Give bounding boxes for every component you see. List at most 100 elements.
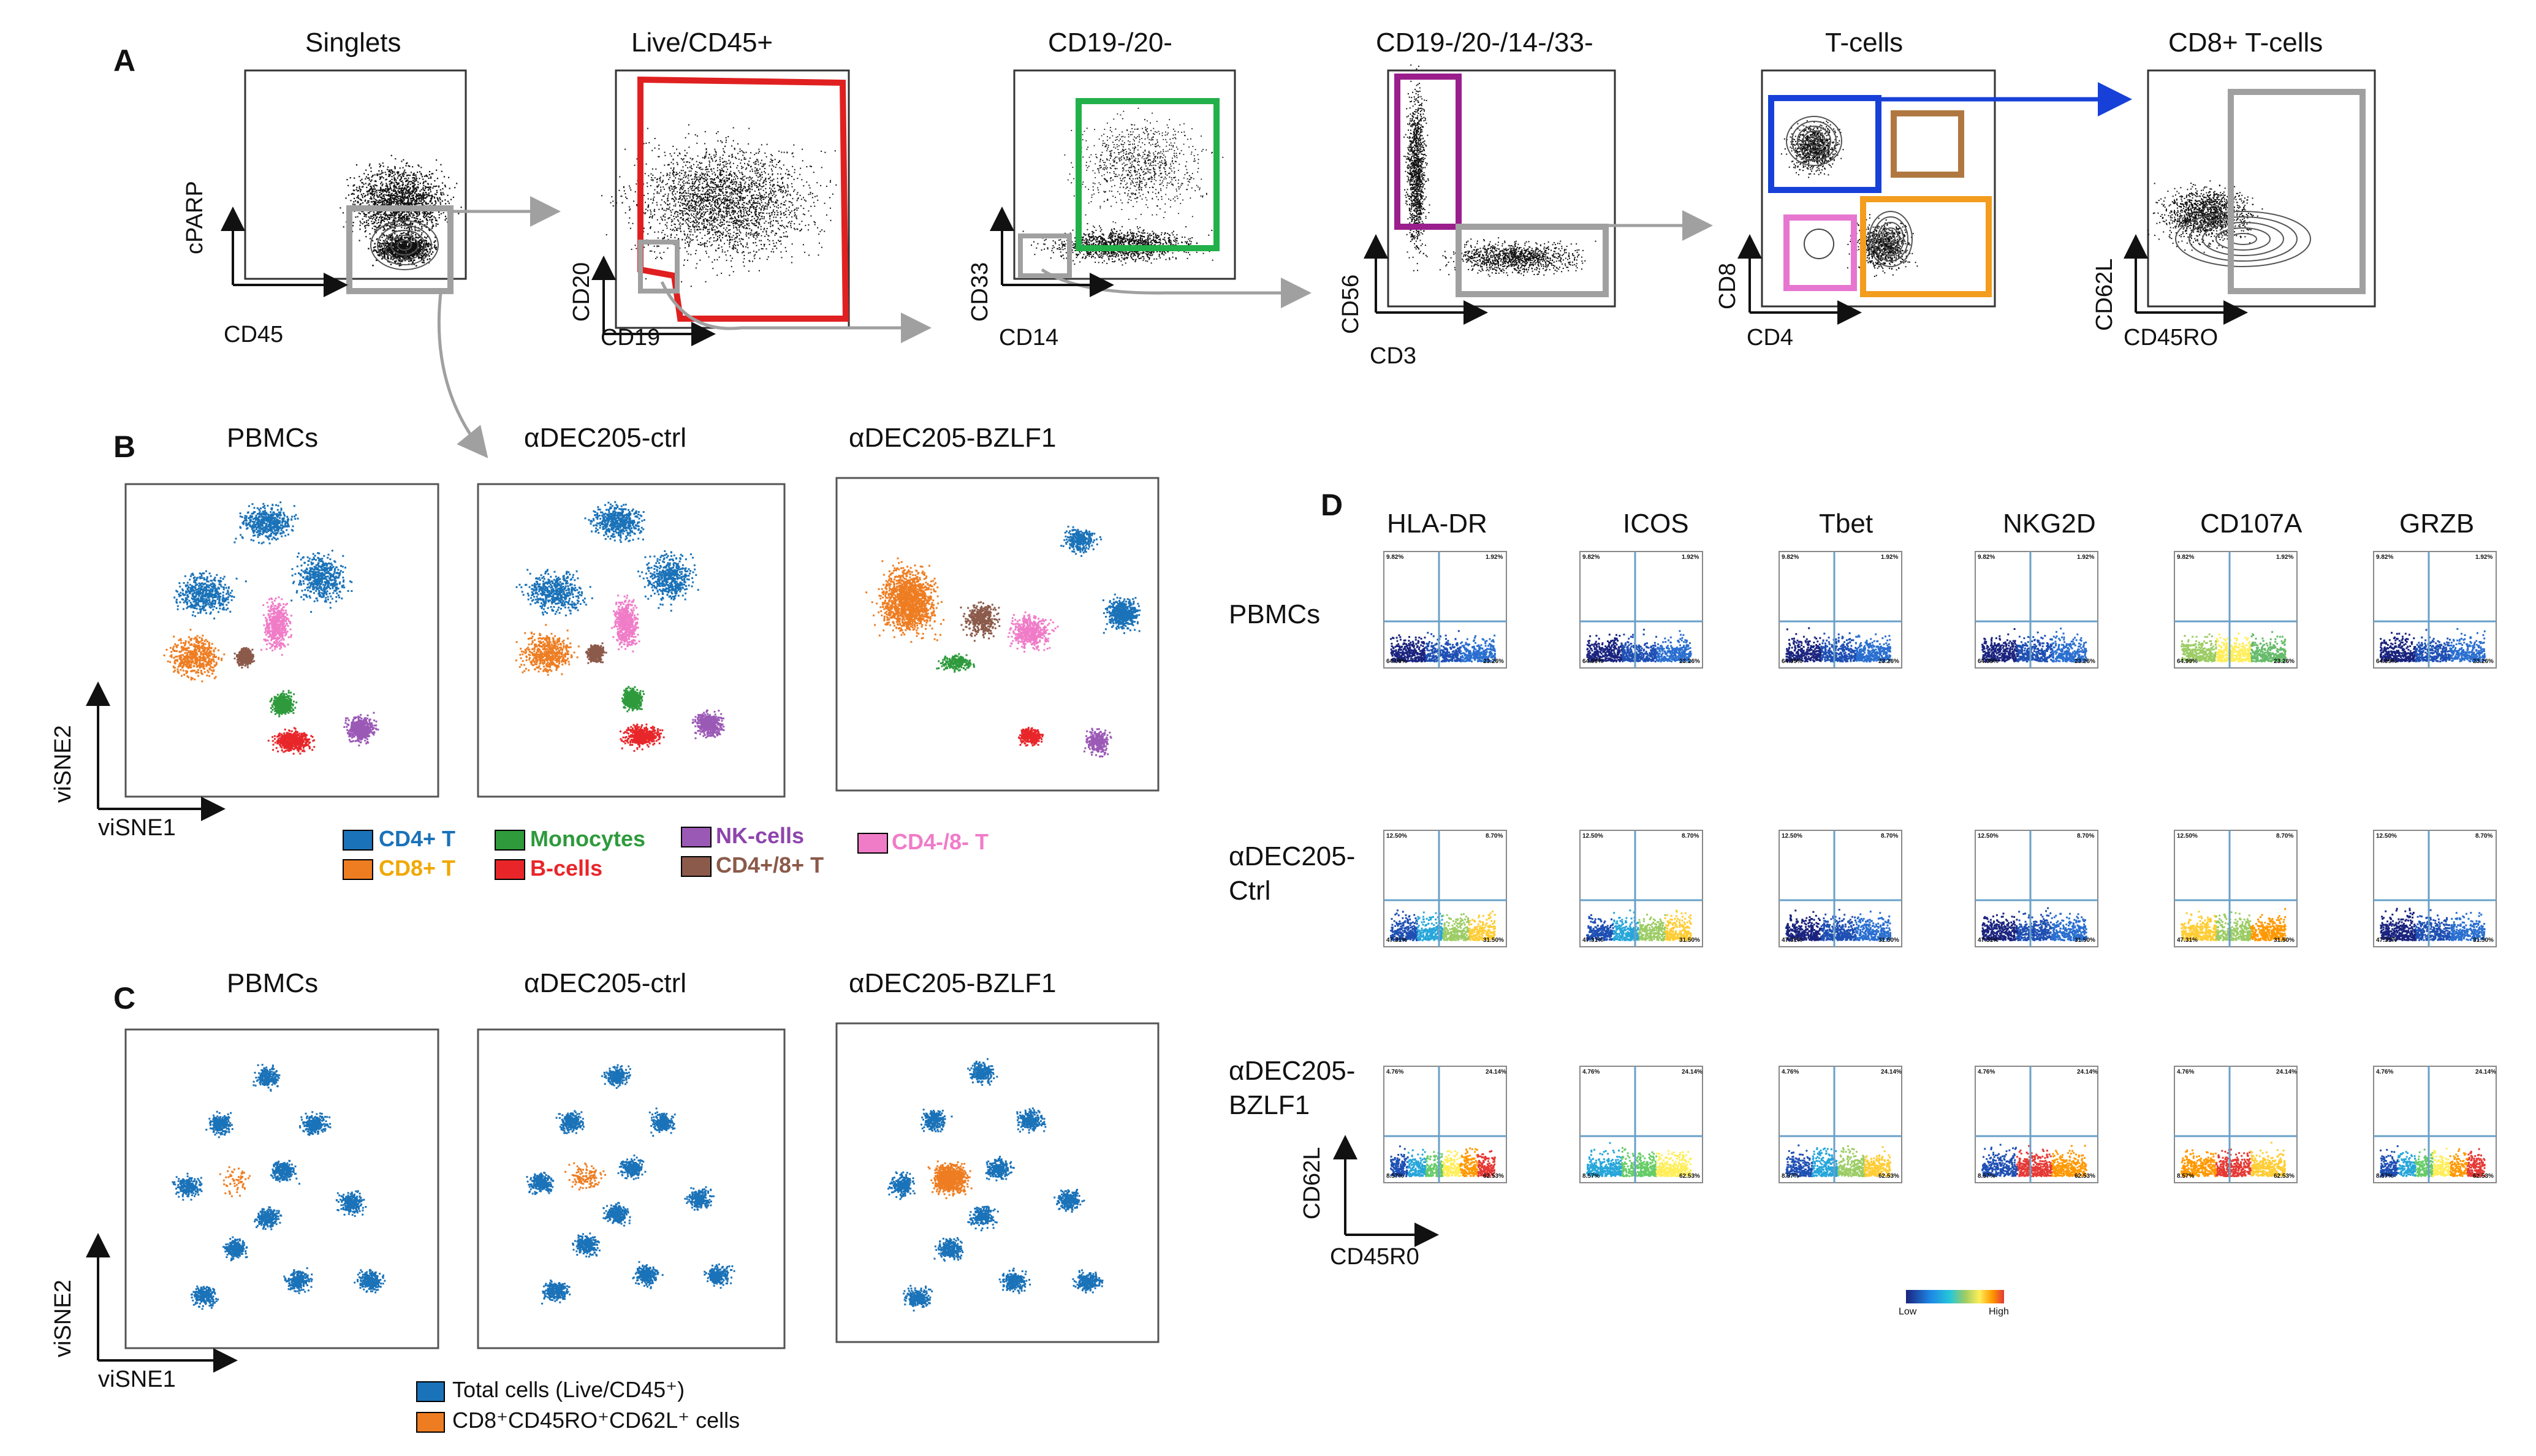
quadrant-label: 1.92% — [1486, 554, 1503, 561]
gate-nk — [1394, 74, 1462, 230]
gate-cd4 — [1860, 196, 1992, 297]
quadrant-label: 8.70% — [2276, 833, 2294, 840]
a6-title: CD8+ T-cells — [2168, 28, 2323, 58]
d-col-icos: ICOS — [1623, 509, 1689, 539]
plot-c1-frame — [124, 1028, 439, 1349]
gate-live-cd45 — [637, 76, 849, 322]
quadrant-label: 9.82% — [2177, 554, 2195, 561]
quadrant-label: 62.53% — [1878, 1173, 1899, 1180]
a4-title: CD19-/20-/14-/33- — [1376, 28, 1593, 58]
gate-cd19-20-neg — [638, 240, 680, 294]
plot-b2-frame — [477, 483, 786, 798]
quadrant-label: 23.26% — [1878, 658, 1899, 665]
quadrant-label: 62.53% — [1483, 1173, 1504, 1180]
quadrant-label: 12.50% — [1386, 833, 1407, 840]
quadrant-label: 31.50% — [2274, 937, 2295, 944]
quadrant-label: 9.82% — [2376, 554, 2394, 561]
panel-a-plots — [244, 69, 2376, 329]
quadrant-label: 4.76% — [1978, 1069, 1995, 1075]
a2-ylabel: CD20 — [569, 262, 594, 322]
b-ylabel: viSNE2 — [50, 725, 76, 803]
legend-c-swatch-total — [416, 1381, 445, 1402]
d-col-tbet: Tbet — [1819, 509, 1874, 539]
panel-c-frames — [124, 1022, 1160, 1349]
quadrant-label: 23.26% — [2473, 658, 2494, 665]
plot-a3-frame — [1013, 69, 1236, 280]
c-xlabel: viSNE1 — [98, 1367, 176, 1392]
panel-a-gates — [346, 74, 2366, 322]
a1-xlabel: CD45 — [224, 322, 284, 347]
arrow-a1-b — [437, 287, 488, 458]
quadrant-label: 8.70% — [1881, 833, 1899, 840]
panel-b-frames — [124, 477, 1160, 798]
gate-cd33-cd14 — [1076, 98, 1220, 251]
quadrant-label: 64.99% — [2376, 658, 2397, 665]
quadrant-label: 9.82% — [1386, 554, 1404, 561]
quadrant-label: 8.57% — [2376, 1173, 2394, 1180]
panel-d-label: D — [1321, 488, 1343, 522]
a3-ylabel: CD33 — [967, 262, 993, 322]
d-ylabel: CD62L — [1299, 1147, 1325, 1219]
quadrant-label: 64.99% — [1386, 658, 1407, 665]
quadrant-label: 1.92% — [2077, 554, 2095, 561]
plot-a5-frame — [1761, 69, 1996, 308]
d-row-bzlf1: αDEC205-BZLF1 — [1229, 1056, 1356, 1120]
a5-xlabel: CD4 — [1747, 325, 1794, 351]
gate-cd8-memory — [2228, 89, 2366, 294]
a2-title: Live/CD45+ — [631, 28, 773, 58]
quadrant-label: 24.14% — [2475, 1069, 2496, 1075]
quadrant-label: 8.57% — [1386, 1173, 1404, 1180]
quadrant-label: 47.31% — [1582, 937, 1603, 944]
plot-a1-frame — [244, 69, 467, 280]
arrow-a2-a3 — [660, 281, 932, 343]
gate-cd4-cd8-dn — [1783, 214, 1857, 291]
quadrant-label: 31.50% — [2473, 937, 2494, 944]
quadrant-label: 4.76% — [2376, 1069, 2394, 1075]
panel-b-axes — [86, 681, 226, 821]
a5-title: T-cells — [1825, 28, 1904, 58]
quadrant-label: 62.53% — [1679, 1173, 1700, 1180]
plot-b1-frame — [124, 483, 439, 798]
b-xlabel: viSNE1 — [98, 815, 176, 841]
quadrant-label: 8.57% — [1582, 1173, 1600, 1180]
legend-b-cd8: CD8+ T — [379, 855, 456, 881]
gating-arrows — [437, 82, 2132, 458]
quadrant-label: 8.70% — [2475, 833, 2493, 840]
quadrant-label: 24.14% — [2077, 1069, 2098, 1075]
quadrant-label: 12.50% — [2376, 833, 2397, 840]
quadrant-label: 31.50% — [1679, 937, 1700, 944]
quadrant-label: 4.76% — [1782, 1069, 1799, 1075]
panel-a-axes — [221, 207, 2248, 346]
quadrant-label: 24.14% — [1881, 1069, 1902, 1075]
quadrant-label: 62.53% — [2473, 1173, 2494, 1180]
quadrant-label: 12.50% — [2177, 833, 2198, 840]
d-xlabel: CD45R0 — [1330, 1244, 1419, 1270]
plot-a4-frame — [1387, 69, 1616, 308]
plot-c2-frame — [477, 1028, 786, 1349]
c-ylabel: viSNE2 — [50, 1280, 76, 1357]
d-col-nkg2d: NKG2D — [2003, 509, 2096, 539]
quadrant-label: 12.50% — [1978, 833, 1999, 840]
legend-b-dn: CD4-/8- T — [892, 829, 989, 854]
quadrant-label: 8.70% — [2077, 833, 2095, 840]
quadrant-label: 9.82% — [1782, 554, 1799, 561]
quadrant-label: 1.92% — [2276, 554, 2294, 561]
quadrant-label: 64.99% — [1978, 658, 1999, 665]
d-row-ctrl: αDEC205-Ctrl — [1229, 841, 1356, 906]
quadrant-label: 8.57% — [2177, 1173, 2195, 1180]
quadrant-label: 1.92% — [1682, 554, 1699, 561]
quadrant-label: 64.99% — [1782, 658, 1802, 665]
quadrant-label: 1.92% — [1881, 554, 1899, 561]
quadrant-label: 8.70% — [1486, 833, 1503, 840]
quadrant-label: 9.82% — [1582, 554, 1600, 561]
quadrant-label: 12.50% — [1782, 833, 1802, 840]
d-col-grzb: GRZB — [2399, 509, 2475, 539]
panel-b-legend-swatches — [343, 827, 888, 880]
a5-ylabel: CD8 — [1715, 262, 1741, 309]
legend-b-cd4: CD4+ T — [379, 826, 456, 851]
quadrant-label: 62.53% — [2075, 1173, 2095, 1180]
c1-title: PBMCs — [227, 968, 319, 998]
quadrant-label: 4.76% — [1582, 1069, 1600, 1075]
quadrant-label: 31.50% — [1878, 937, 1899, 944]
